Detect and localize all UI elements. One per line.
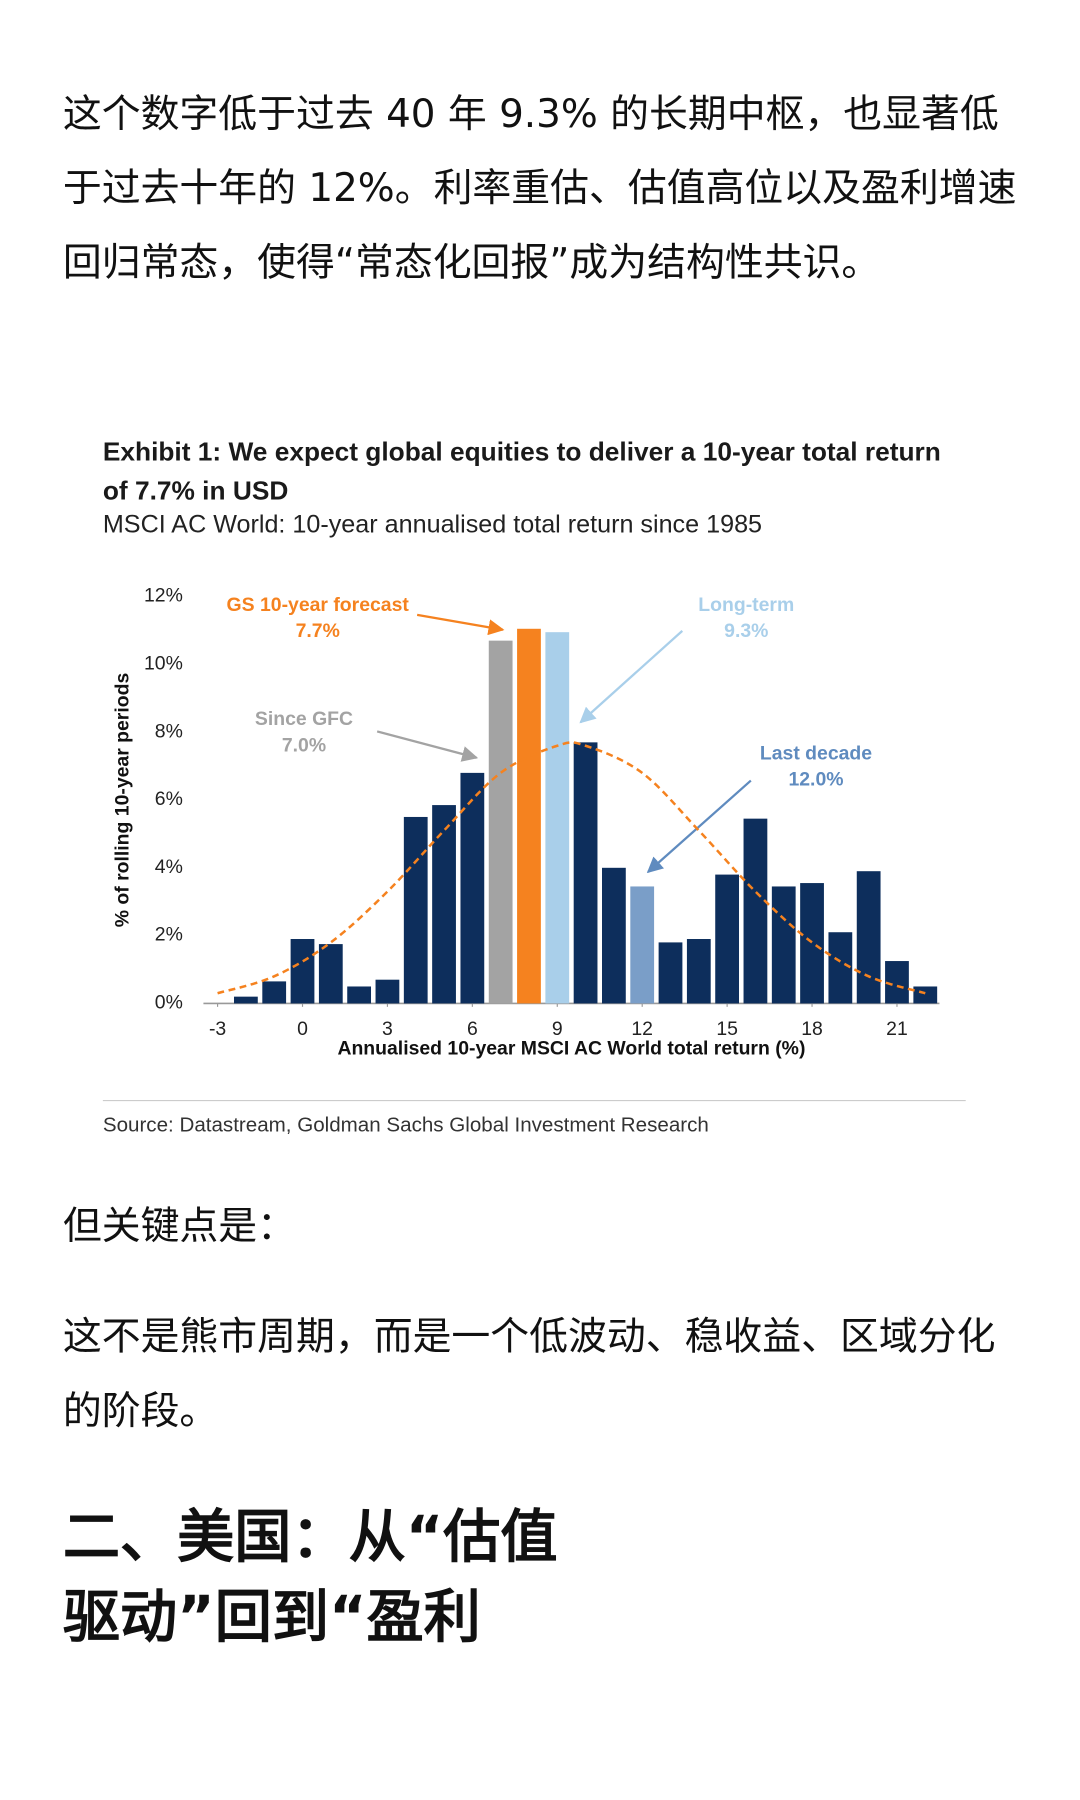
annotation-label: Since GFC (255, 708, 353, 730)
x-tick-label: 9 (552, 1018, 563, 1040)
bar (375, 979, 400, 1004)
bar (403, 816, 428, 1004)
x-tick-label: 18 (801, 1018, 823, 1040)
bar (318, 944, 343, 1004)
y-tick-label: 6% (155, 788, 183, 810)
bar (460, 772, 485, 1004)
bar (234, 996, 258, 1004)
bar (488, 640, 513, 1004)
annotation-value: 7.7% (296, 620, 340, 642)
bar (602, 867, 626, 1004)
x-tick-label: 21 (886, 1018, 908, 1040)
bar (686, 939, 711, 1004)
bar (573, 742, 598, 1004)
y-tick-label: 2% (155, 924, 183, 946)
bar (828, 932, 853, 1004)
arrow (376, 730, 479, 762)
bar (885, 961, 909, 1004)
annotation-label: Last decade (760, 742, 872, 764)
y-tick-label: 10% (144, 653, 183, 675)
bar (630, 886, 655, 1004)
annotation-label: Long-term (698, 594, 794, 616)
y-axis-label: % of rolling 10-year periods (112, 673, 134, 928)
chart-source: Source: Datastream, Goldman Sachs Global… (102, 1113, 709, 1136)
bar (517, 628, 541, 1004)
bar (347, 986, 372, 1004)
paragraph: 但关键点是： (62, 1203, 296, 1250)
x-tick-label: 3 (382, 1018, 393, 1040)
chart-subtitle: MSCI AC World: 10-year annualised total … (102, 509, 763, 539)
x-axis-label: Annualised 10-year MSCI AC World total r… (337, 1037, 805, 1059)
bar (743, 818, 768, 1004)
bar (771, 886, 796, 1004)
annotation-value: 9.3% (724, 620, 768, 642)
annotation-value: 12.0% (788, 769, 843, 791)
bar (290, 939, 315, 1004)
fitted-curve (217, 741, 926, 995)
y-tick-label: 0% (155, 992, 183, 1014)
bar (856, 871, 881, 1004)
bar (800, 883, 824, 1004)
bar (262, 981, 287, 1004)
x-tick-label: -3 (209, 1018, 226, 1040)
bar (545, 632, 570, 1004)
section-heading: 二、美国：从“估值驱动”回到“盈利 (62, 1503, 558, 1651)
paragraph: 这个数字低于过去 40 年 9.3% 的长期中枢，也显著低于过去十年的 12%。… (62, 91, 1017, 286)
y-tick-label: 4% (155, 856, 183, 878)
x-tick-label: 15 (716, 1018, 738, 1040)
x-tick-label: 6 (467, 1018, 478, 1040)
annotation-label: GS 10-year forecast (227, 594, 410, 616)
x-tick-label: 0 (297, 1018, 308, 1040)
y-tick-label: 12% (144, 585, 183, 607)
chart: 0% 2% 4% 6% 8% 10% 12% -3 0 3 6 9 12 15 18 21 Annualised… (102, 585, 966, 1102)
arrow (579, 630, 684, 724)
bar (715, 874, 740, 1004)
bar (913, 986, 938, 1004)
x-tick-label: 12 (631, 1018, 653, 1040)
y-tick-label: 8% (155, 720, 183, 742)
arrow (416, 613, 505, 636)
paragraph: 这不是熊市周期，而是一个低波动、稳收益、区域分化的阶段。 (62, 1314, 996, 1435)
annotation-value: 7.0% (282, 734, 326, 756)
chart-title: Exhibit 1: We expect global equities to … (102, 436, 941, 506)
arrow (646, 779, 752, 874)
bar (432, 805, 456, 1004)
bar (658, 942, 683, 1004)
